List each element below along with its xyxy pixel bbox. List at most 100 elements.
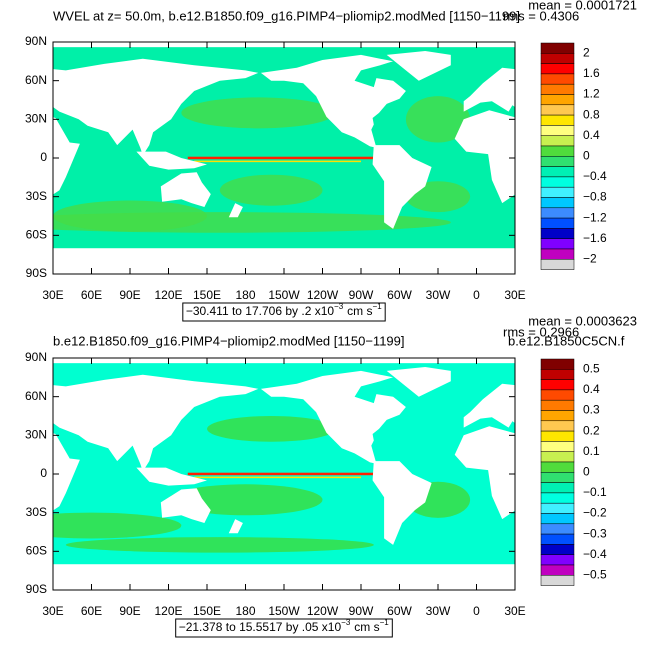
colorbar-box <box>540 83 575 95</box>
ocean-patch <box>207 416 336 442</box>
info-unit: cm s <box>347 304 372 318</box>
info-unit: cm s <box>354 620 379 634</box>
colorbar-label: −0.8 <box>583 190 607 204</box>
colorbar-box <box>540 379 575 391</box>
colorbar-box <box>540 53 575 64</box>
colorbar-box <box>540 451 575 463</box>
colorbar-box <box>540 156 575 167</box>
ocean-patch <box>405 181 471 213</box>
land <box>463 383 515 428</box>
colorbar-box <box>540 513 575 525</box>
colorbar-label: −2 <box>583 251 597 265</box>
equator-band <box>194 160 361 163</box>
lon-label: 30E <box>42 288 63 302</box>
colorbar-box <box>540 492 575 504</box>
panel-title: b.e12.B1850.f09_g16.PIMP4−pliomip2.modMe… <box>53 333 405 348</box>
colorbar-box <box>540 217 575 229</box>
land <box>228 519 243 534</box>
rms-label: rms = 0.4306 <box>503 8 579 23</box>
colorbar-box <box>540 248 575 260</box>
colorbar-label: 0.4 <box>583 382 600 396</box>
colorbar-box <box>540 502 575 514</box>
land <box>598 152 647 170</box>
land <box>386 51 451 81</box>
map <box>53 42 647 274</box>
colorbar-label: 1.6 <box>583 66 600 80</box>
lon-label: 180 <box>235 288 255 302</box>
lon-label: 120E <box>154 288 182 302</box>
lat-label: 60N <box>25 389 47 403</box>
colorbar-label: −0.3 <box>583 526 607 540</box>
land <box>386 367 451 397</box>
lat-label: 90N <box>25 34 47 48</box>
lon-label: 30E <box>504 288 525 302</box>
colorbar-label: 0.4 <box>583 128 600 142</box>
info-range: −30.411 to 17.706 by .2 x10 <box>186 304 335 318</box>
colorbar-label: 0.8 <box>583 107 600 121</box>
colorbar-box <box>540 523 575 535</box>
ocean-patch <box>53 200 207 232</box>
lat-label: 90S <box>26 266 47 280</box>
land <box>623 488 647 523</box>
colorbar-label: −0.4 <box>583 169 607 183</box>
colorbar-label: 0.1 <box>583 444 600 458</box>
colorbar-box <box>540 63 575 75</box>
lon-label: 90E <box>119 604 140 618</box>
land <box>623 172 647 207</box>
land <box>136 467 207 486</box>
lat-label: 30N <box>25 112 47 126</box>
lon-label: 120W <box>307 288 339 302</box>
lon-label: 90W <box>349 288 374 302</box>
land <box>463 67 515 112</box>
colorbar-box <box>540 554 575 566</box>
lat-label: 90S <box>26 582 47 596</box>
colorbar-box <box>540 564 575 576</box>
lat-label: 60S <box>26 544 47 558</box>
lon-label: 120W <box>307 604 339 618</box>
colorbar-box <box>540 207 575 219</box>
colorbar-box <box>540 42 575 54</box>
colorbar-box <box>540 472 575 483</box>
info-box <box>182 302 386 322</box>
lon-label: 60E <box>81 604 102 618</box>
info-unit-exp: −1 <box>380 618 390 627</box>
info-unit-exp: −1 <box>373 302 383 311</box>
colorbar-label: 0 <box>583 148 590 162</box>
lat-label: 30N <box>25 428 47 442</box>
equator-band <box>194 476 361 479</box>
colorbar-box <box>540 259 575 270</box>
colorbar-label: 1.2 <box>583 87 600 101</box>
colorbar-label: 0.3 <box>583 403 600 417</box>
lat-label: 90N <box>25 350 47 364</box>
info-exp: −3 <box>334 302 344 311</box>
colorbar-box <box>540 461 575 473</box>
land <box>260 54 406 148</box>
colorbar-box <box>540 176 575 188</box>
colorbar-label: −1.2 <box>583 210 607 224</box>
equator-band <box>187 156 374 160</box>
colorbar-box <box>540 441 575 452</box>
colorbar-label: 0.5 <box>583 361 600 375</box>
lon-label: 120E <box>154 604 182 618</box>
colorbar-box <box>540 94 575 106</box>
land <box>53 58 259 156</box>
colorbar-box <box>540 114 575 126</box>
colorbar-box <box>540 533 575 545</box>
lon-label: 30W <box>426 604 451 618</box>
colorbar-box <box>540 73 575 85</box>
colorbar-box <box>540 125 575 136</box>
land <box>372 461 432 545</box>
land <box>53 117 80 195</box>
ocean-patch <box>181 97 336 129</box>
colorbar-box <box>540 238 575 250</box>
lon-label: 150W <box>268 288 300 302</box>
lon-label: 0 <box>473 288 480 302</box>
colorbar-box <box>540 369 575 380</box>
colorbar-label: −0.4 <box>583 547 607 561</box>
lon-label: 30E <box>42 604 63 618</box>
land <box>598 468 647 486</box>
land <box>53 374 259 472</box>
mean-label: mean = 0.0003623 <box>528 313 637 328</box>
